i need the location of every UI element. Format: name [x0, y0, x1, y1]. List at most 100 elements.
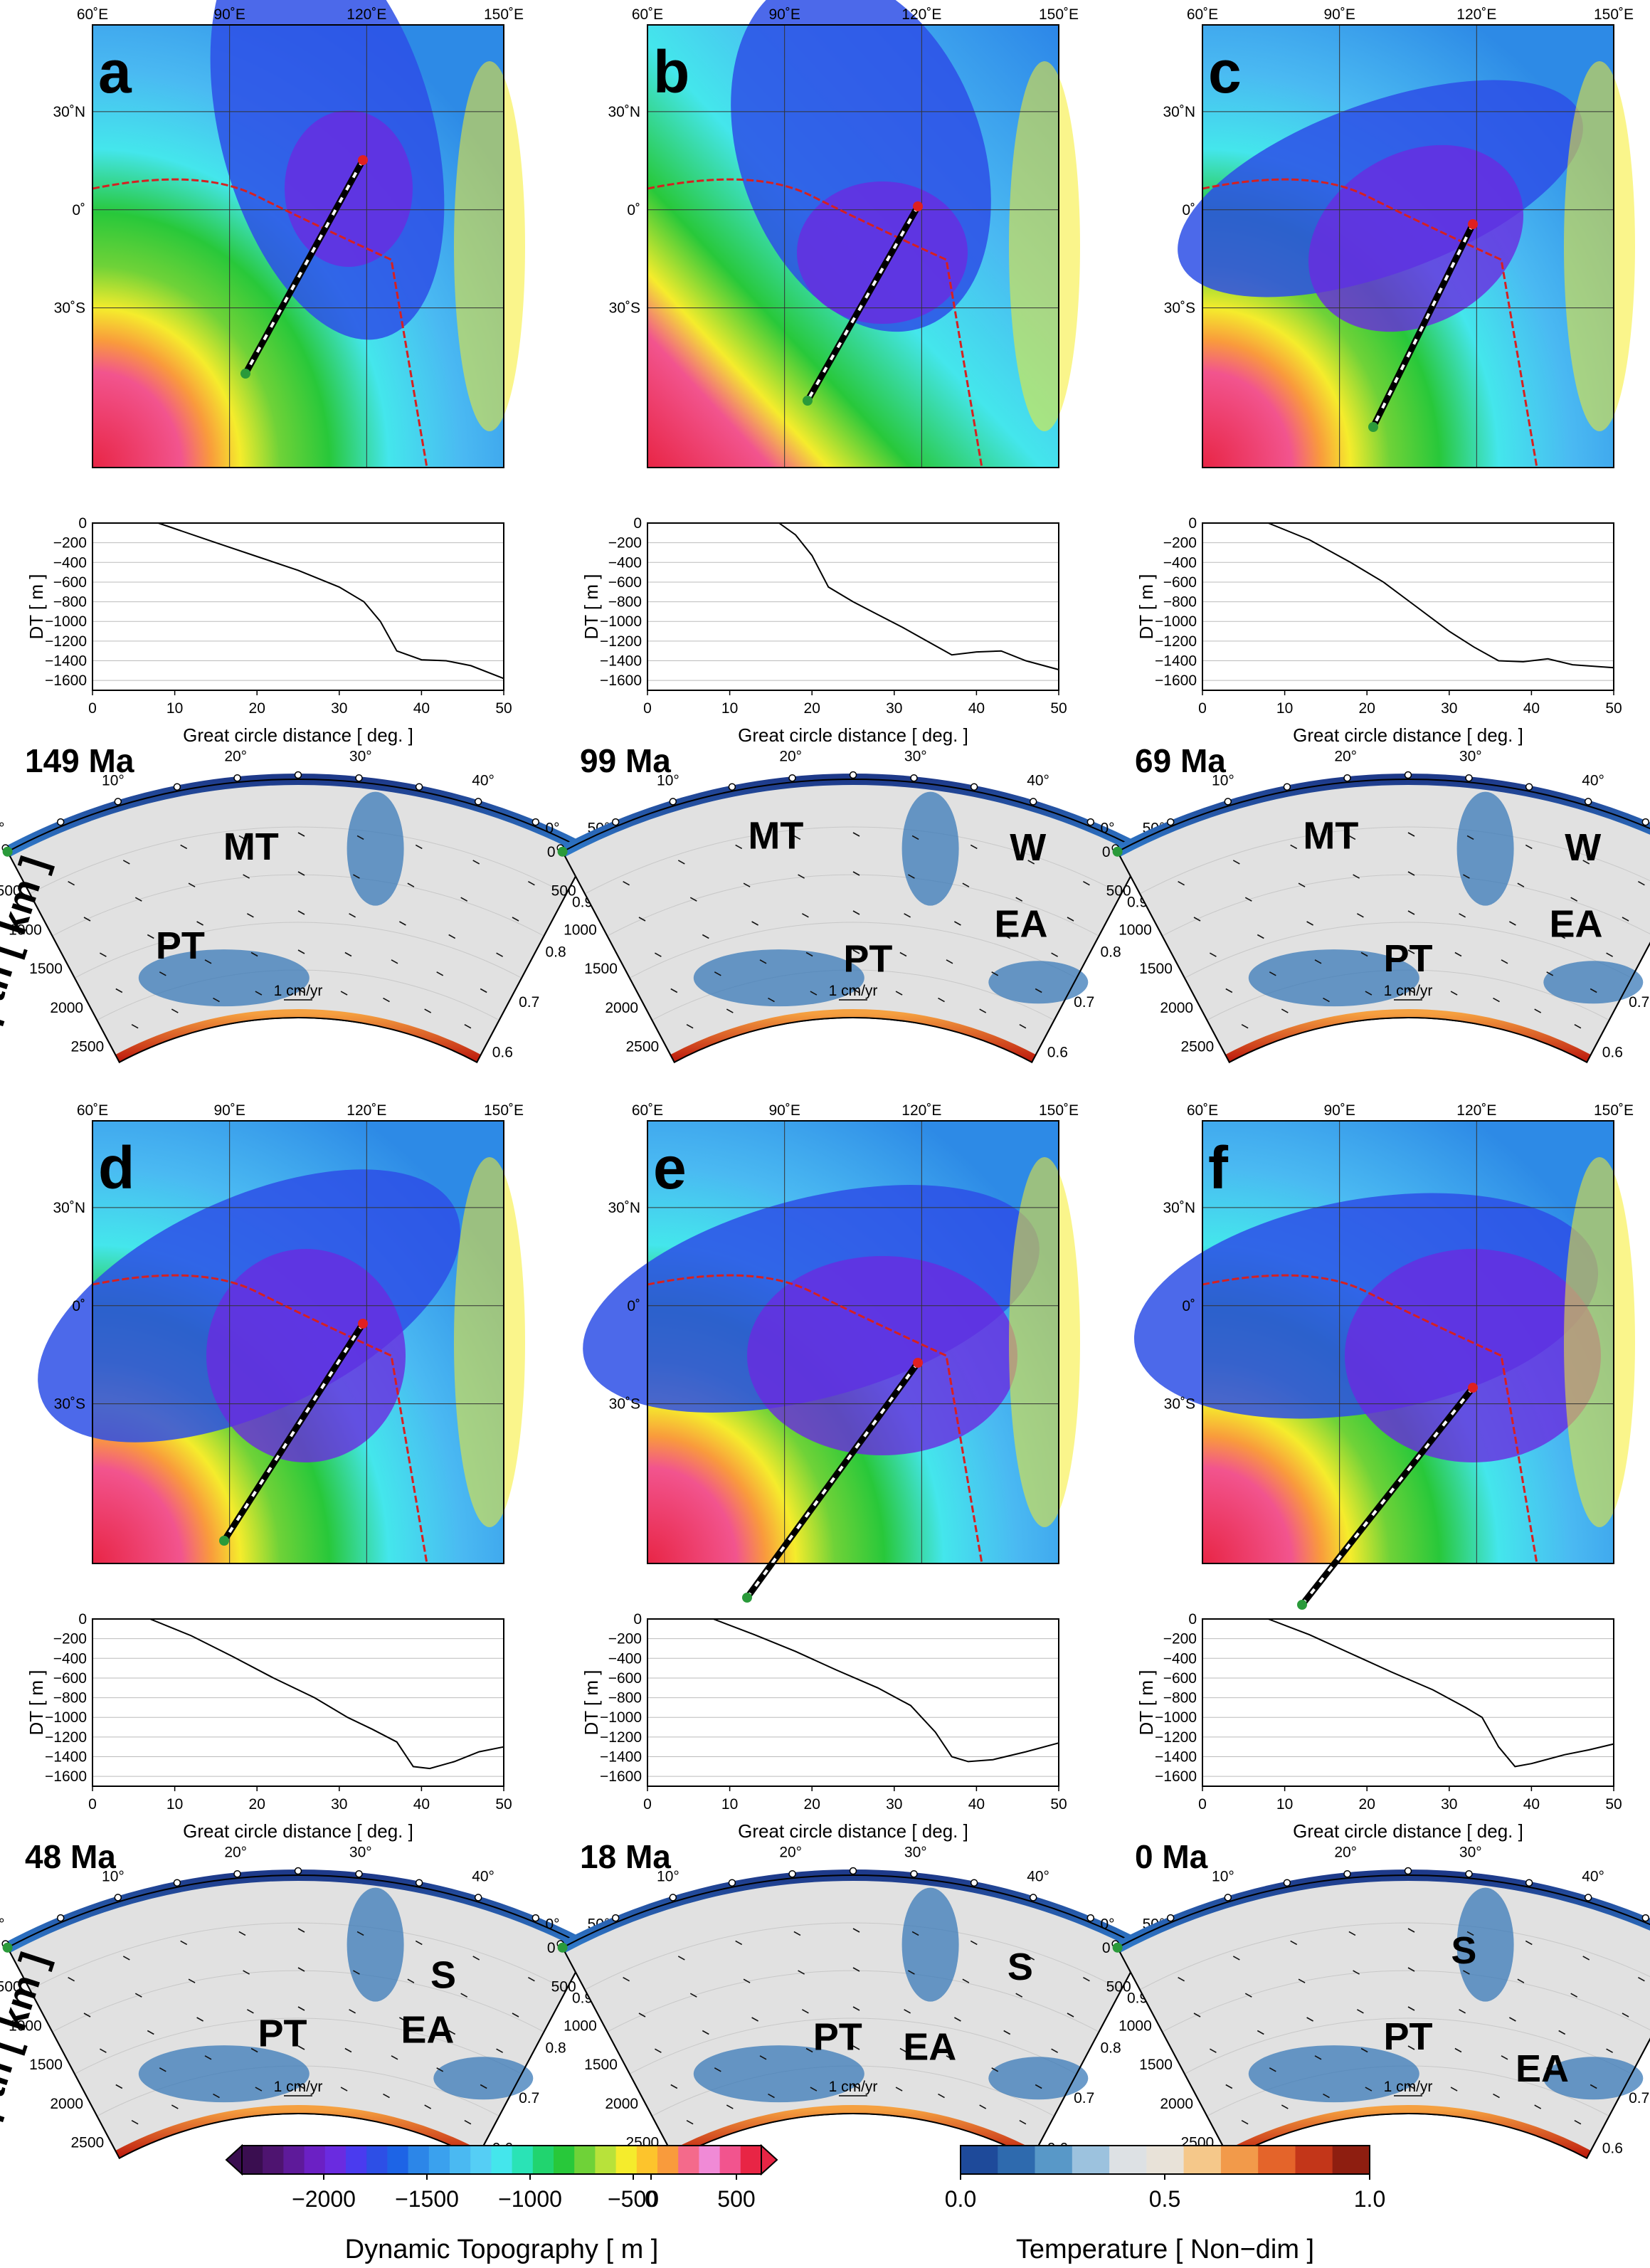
flow-arrow	[1083, 881, 1090, 886]
lat-label: 30˚N	[53, 1200, 85, 1216]
flow-arrow	[1244, 1993, 1252, 1998]
slab-label-pt: PT	[1383, 2015, 1432, 2058]
surface-marker	[1584, 1894, 1592, 1902]
flow-arrow	[1582, 1956, 1590, 1961]
flow-arrow	[768, 997, 775, 1003]
colorbar-swatch	[1258, 2146, 1296, 2174]
slab-label-pt: PT	[843, 937, 892, 980]
angle-label: 0°	[0, 820, 5, 836]
colorbar-swatch	[263, 2146, 284, 2174]
section-outline	[1116, 779, 1650, 1063]
velocity-scale-label: 1 cm/yr	[1384, 2079, 1433, 2095]
flow-arrow	[480, 2084, 487, 2089]
flow-arrow	[979, 2104, 987, 2109]
profile-ytick: −1000	[600, 1709, 642, 1726]
panel-d: 60˚E 90˚E 120˚E 150˚E 30˚N 0˚ 30˚S d 0 −200 −400 −6…	[0, 1102, 610, 2172]
angle-label: 40°	[1582, 772, 1604, 788]
section-outline	[6, 1874, 590, 2159]
flow-arrow	[1357, 2009, 1364, 2014]
depth-label: 1500	[584, 2057, 618, 2073]
flow-arrow	[1298, 1978, 1306, 1983]
surface-marker	[1641, 818, 1650, 826]
topography-low-2	[1345, 1249, 1601, 1462]
flow-arrow	[908, 1970, 915, 1975]
colorbar-tick-label: 0.0	[945, 2186, 976, 2212]
flow-arrow	[1454, 2047, 1462, 2053]
profile-ytick: −1000	[1155, 613, 1197, 630]
flow-arrow	[1281, 1008, 1289, 1013]
profile-frame	[647, 522, 1059, 691]
flow-arrow	[1407, 988, 1415, 993]
colorbar-swatch	[699, 2146, 721, 2174]
surface-marker	[294, 771, 302, 779]
age-label: 69 Ma	[1135, 742, 1226, 779]
flow-arrow	[1193, 917, 1201, 922]
angle-label: 0°	[0, 1916, 5, 1932]
angle-label: 10°	[657, 1868, 679, 1884]
colorbar-swatch	[678, 2146, 699, 2174]
lat-label: 30˚N	[1163, 1200, 1195, 1216]
profile-ytick: −600	[1163, 574, 1197, 591]
angle-label: 20°	[779, 748, 802, 764]
flow-arrow	[100, 952, 107, 957]
profile-xtick: 40	[968, 1796, 985, 1813]
flow-arrow	[297, 2045, 305, 2050]
flow-arrow	[1353, 1970, 1360, 1975]
profile-xtick: 40	[1523, 1796, 1540, 1813]
section-start-marker	[557, 846, 568, 857]
depth-label: 0	[547, 844, 556, 860]
depth-label: 2500	[625, 1039, 659, 1055]
flow-arrow	[415, 1940, 423, 1946]
flow-arrow	[383, 2093, 390, 2099]
flow-arrow	[852, 2006, 860, 2011]
flow-arrow	[1257, 934, 1264, 939]
surface-marker	[611, 818, 620, 826]
section-start-marker	[2, 1942, 13, 1953]
colorbar-swatch	[346, 2146, 367, 2174]
depth-gridline	[629, 922, 1077, 979]
angle-label: 10°	[657, 772, 679, 788]
colorbar-swatch	[366, 2146, 388, 2174]
depth-gridline	[29, 826, 567, 895]
surface-marker	[294, 1867, 302, 1875]
flow-arrow	[1225, 988, 1233, 993]
radius-label: 0.7	[519, 2090, 539, 2106]
age-label: 0 Ma	[1135, 1838, 1208, 1875]
surface-marker	[1465, 774, 1473, 782]
lat-label: 30˚S	[54, 300, 85, 317]
cold-anomaly	[1248, 949, 1419, 1007]
surface-marker	[1166, 818, 1175, 826]
depth-gridline	[607, 874, 1099, 937]
profile-ytick: −1400	[45, 1749, 87, 1766]
surface-marker	[415, 783, 423, 791]
profile-track-dash	[1301, 1386, 1474, 1606]
section-outline	[561, 779, 1145, 1063]
flow-arrow	[970, 1940, 978, 1946]
flow-arrow	[852, 1967, 860, 1972]
profile-ylabel: DT [ m ]	[1136, 574, 1157, 640]
flow-arrow	[122, 1956, 130, 1961]
lat-label: 30˚S	[1164, 1396, 1195, 1413]
profile-xtick: 30	[331, 700, 347, 717]
surface-marker	[1404, 771, 1412, 779]
cold-anomaly	[901, 791, 959, 906]
flow-arrow	[1067, 2013, 1074, 2018]
flow-arrow	[1454, 951, 1462, 957]
lat-label: 30˚N	[1163, 104, 1195, 120]
surface-marker	[114, 798, 122, 806]
depth-label: 1000	[1118, 922, 1152, 938]
slab-label-ea: EA	[994, 903, 1047, 946]
profile-xtick: 10	[721, 700, 738, 717]
flow-arrow	[213, 997, 220, 1003]
colorbar-title: Dynamic Topography [ m ]	[345, 2235, 659, 2264]
flow-arrow	[512, 917, 519, 922]
flow-arrow	[238, 1931, 246, 1936]
flow-arrow	[1407, 2084, 1415, 2089]
lat-label: 0˚	[627, 202, 640, 218]
flow-arrow	[686, 1024, 694, 1029]
flow-arrow	[802, 913, 809, 918]
surface-marker	[114, 1894, 122, 1902]
flow-arrow	[83, 917, 91, 922]
flow-arrow	[1501, 2055, 1508, 2060]
topography-high-east	[454, 61, 525, 431]
